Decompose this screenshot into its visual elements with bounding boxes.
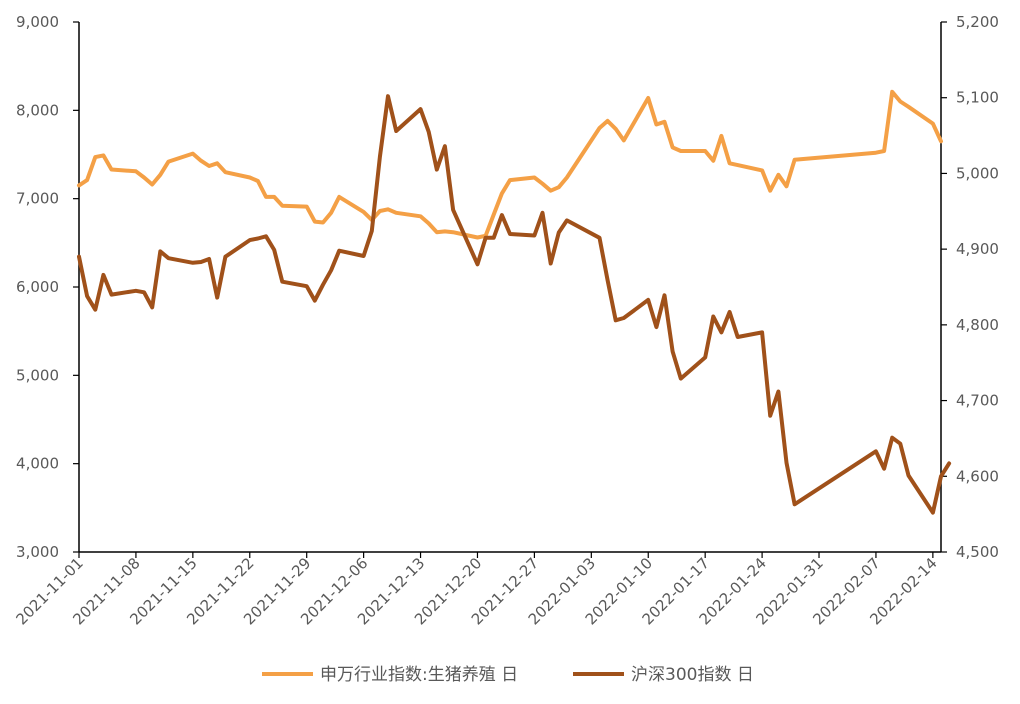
left-tick-label: 7,000: [16, 190, 59, 208]
series-lines: [77, 89, 952, 515]
right-tick-label: 4,800: [956, 316, 999, 334]
left-tick-label: 8,000: [16, 101, 59, 119]
right-tick-label: 5,200: [956, 13, 999, 31]
plot-area: 3,000 4,000 5,000 6,000 7,000 8,000 9,000 4,50…: [12, 13, 999, 628]
right-tick-label: 5,100: [956, 89, 999, 107]
legend-item-csi300: 沪深300指数 日: [573, 665, 754, 685]
right-tick-label: 4,700: [956, 392, 999, 410]
right-tick-label: 4,900: [956, 240, 999, 258]
right-axis-ticks: 4,500 4,600 4,700 4,800 4,900 5,000 5,100 5,200: [941, 13, 999, 561]
left-tick-label: 9,000: [16, 13, 59, 31]
series-line-csi300: [77, 94, 952, 515]
left-tick-label: 4,000: [16, 455, 59, 473]
left-axis-ticks: 3,000 4,000 5,000 6,000 7,000 8,000 9,000: [16, 13, 79, 561]
right-tick-label: 5,000: [956, 164, 999, 182]
left-tick-label: 3,000: [16, 543, 59, 561]
legend-item-swine-index: 申万行业指数:生猪养殖 日: [262, 665, 518, 685]
series-line-swine-index: [77, 89, 943, 240]
axis-lines: [78, 22, 942, 553]
left-tick-label: 6,000: [16, 278, 59, 296]
legend-label-swine-index: 申万行业指数:生猪养殖 日: [320, 665, 518, 685]
legend: 申万行业指数:生猪养殖 日 沪深300指数 日: [262, 665, 754, 685]
legend-label-csi300: 沪深300指数 日: [631, 665, 754, 685]
x-axis-ticks: 2021-11-012021-11-082021-11-152021-11-22…: [12, 552, 941, 628]
right-tick-label: 4,600: [956, 467, 999, 485]
right-tick-label: 4,500: [956, 543, 999, 561]
left-tick-label: 5,000: [16, 366, 59, 384]
